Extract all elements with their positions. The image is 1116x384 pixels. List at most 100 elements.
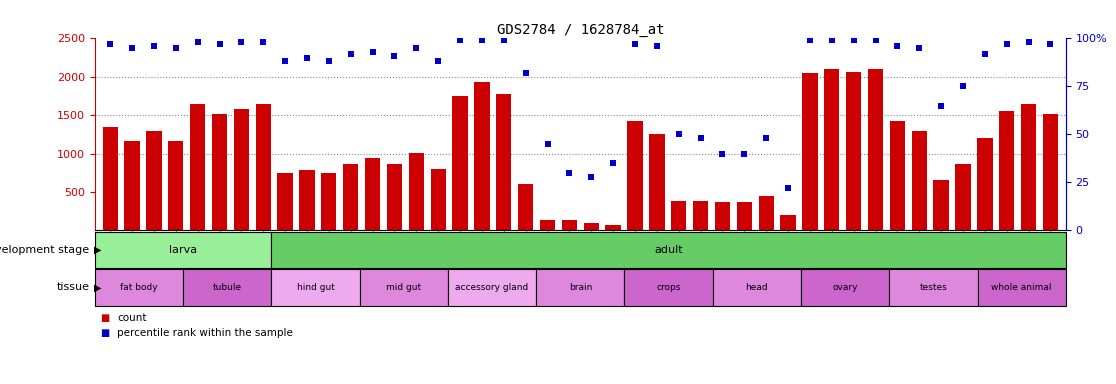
Bar [715, 202, 730, 230]
Bar [95, 232, 271, 268]
Bar [212, 114, 228, 230]
Bar [912, 131, 927, 230]
Point [539, 141, 557, 147]
Bar [889, 121, 905, 230]
Bar [540, 220, 555, 230]
Point [604, 160, 622, 166]
Bar [321, 173, 337, 230]
Point [517, 70, 535, 76]
Point [320, 58, 338, 65]
Point [560, 170, 578, 176]
Point [583, 174, 600, 180]
Point [758, 135, 776, 141]
Bar [606, 225, 620, 230]
Text: ovary: ovary [833, 283, 858, 292]
Bar [408, 153, 424, 230]
Point [888, 43, 906, 49]
Bar [889, 269, 978, 306]
Bar [625, 269, 713, 306]
Point [1020, 39, 1038, 45]
Point [867, 37, 885, 43]
Bar [802, 73, 818, 230]
Bar [103, 127, 118, 230]
Bar [780, 215, 796, 230]
Point [648, 43, 666, 49]
Point [276, 58, 294, 65]
Bar [627, 121, 643, 230]
Bar [801, 269, 889, 306]
Text: head: head [745, 283, 768, 292]
Bar [713, 269, 801, 306]
Point [692, 135, 710, 141]
Bar [190, 104, 205, 230]
Text: mid gut: mid gut [386, 283, 422, 292]
Point [998, 41, 1016, 47]
Bar [737, 202, 752, 230]
Bar [299, 170, 315, 230]
Text: larva: larva [169, 245, 198, 255]
Bar [518, 184, 533, 230]
Point [801, 37, 819, 43]
Text: hind gut: hind gut [297, 283, 335, 292]
Point [166, 45, 184, 51]
Text: crops: crops [656, 283, 681, 292]
Bar [271, 232, 1066, 268]
Bar [650, 134, 664, 230]
Text: development stage: development stage [0, 245, 89, 255]
Point [341, 51, 359, 57]
Text: ▶: ▶ [94, 282, 102, 293]
Point [385, 53, 403, 59]
Bar [233, 109, 249, 230]
Text: testes: testes [920, 283, 947, 292]
Bar [1021, 104, 1037, 230]
Bar [978, 138, 992, 230]
Text: whole animal: whole animal [991, 283, 1052, 292]
Text: ■: ■ [100, 328, 109, 338]
Text: ■: ■ [100, 313, 109, 323]
Point [735, 151, 753, 157]
Point [713, 151, 731, 157]
Bar [474, 82, 490, 230]
Bar [124, 141, 140, 230]
Bar [978, 269, 1066, 306]
Point [911, 45, 929, 51]
Point [430, 58, 448, 65]
Bar [452, 96, 468, 230]
Point [145, 43, 163, 49]
Bar [999, 111, 1014, 230]
Text: percentile rank within the sample: percentile rank within the sample [117, 328, 294, 338]
Bar [448, 269, 536, 306]
Point [932, 103, 950, 109]
Text: ▶: ▶ [94, 245, 102, 255]
Bar [584, 223, 599, 230]
Bar [536, 269, 625, 306]
Point [626, 41, 644, 47]
Bar [387, 164, 402, 230]
Point [298, 55, 316, 61]
Text: tubule: tubule [213, 283, 242, 292]
Point [473, 37, 491, 43]
Point [232, 39, 250, 45]
Bar [169, 141, 183, 230]
Point [189, 39, 206, 45]
Point [670, 131, 687, 137]
Bar [1042, 114, 1058, 230]
Point [845, 37, 863, 43]
Bar [824, 69, 839, 230]
Bar [671, 201, 686, 230]
Point [1041, 41, 1059, 47]
Point [822, 37, 840, 43]
Bar [271, 269, 359, 306]
Bar [868, 69, 883, 230]
Text: adult: adult [654, 245, 683, 255]
Text: tissue: tissue [56, 282, 89, 293]
Point [254, 39, 272, 45]
Bar [256, 104, 271, 230]
Text: count: count [117, 313, 146, 323]
Point [975, 51, 993, 57]
Bar [278, 173, 292, 230]
Title: GDS2784 / 1628784_at: GDS2784 / 1628784_at [497, 23, 664, 37]
Point [451, 37, 469, 43]
Point [954, 83, 972, 89]
Bar [431, 169, 445, 230]
